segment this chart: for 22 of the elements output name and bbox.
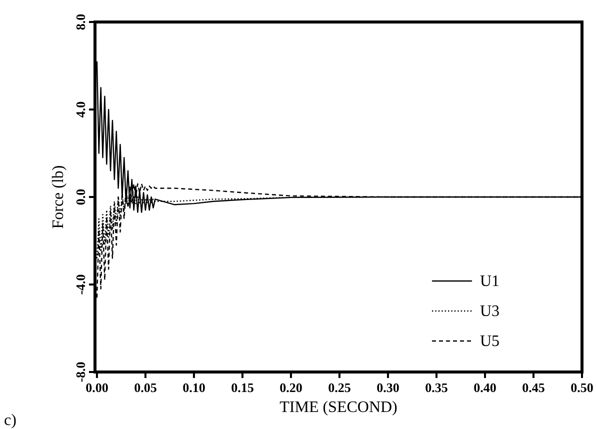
x-axis-title: TIME (SECOND) [280,399,398,416]
legend-label: U3 [480,303,500,320]
y-tick-label: -4.0 [73,274,88,295]
x-tick-label: 0.25 [328,380,352,395]
x-tick-label: 0.50 [570,380,594,395]
x-tick-label: 0.30 [376,380,400,395]
y-tick-label: -8.0 [73,362,88,382]
y-axis-title: Force (lb) [50,165,67,229]
y-tick-label: 0.0 [73,188,88,206]
legend-label: U1 [480,273,500,290]
x-tick-label: 0.35 [425,380,448,395]
x-tick-label: 0.15 [231,380,254,395]
legend-label: U5 [480,333,500,350]
y-tick-label: 4.0 [73,101,88,118]
x-tick-label: 0.45 [522,380,546,395]
x-tick-label: 0.00 [86,380,108,395]
x-tick-label: 0.40 [474,380,496,395]
x-tick-label: 0.20 [280,380,302,395]
x-tick-label: 0.05 [134,380,158,395]
text: c) [4,412,16,429]
x-tick-label: 0.10 [182,380,206,395]
y-tick-label: 8.0 [73,14,88,30]
